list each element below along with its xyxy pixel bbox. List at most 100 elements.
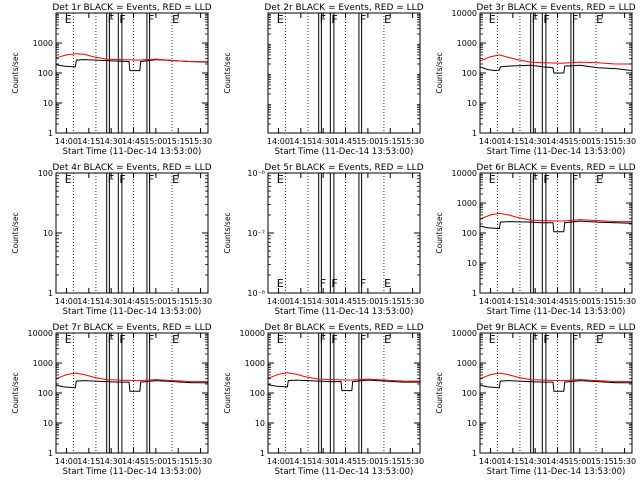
x-tick-label: 15:30 — [401, 137, 424, 146]
y-tick-label: 1 — [48, 449, 53, 458]
y-axis-label: Counts/sec — [435, 52, 444, 93]
y-tick-label: 1000 — [457, 39, 477, 48]
panel-title: Det 7r BLACK = Events, RED = LLD — [52, 323, 211, 333]
y-tick-label: 10 — [255, 419, 265, 428]
flag-marker: E — [277, 173, 284, 186]
x-tick-label: 14:15 — [77, 457, 100, 466]
flag-marker: F — [119, 13, 125, 26]
y-axis-label: Counts/sec — [11, 212, 20, 253]
x-tick-label: 14:45 — [334, 137, 357, 146]
x-tick-label: 15:30 — [613, 457, 636, 466]
x-tick-label: 14:45 — [334, 457, 357, 466]
x-tick-label: 14:30 — [312, 457, 335, 466]
y-tick-label: 100 — [462, 389, 477, 398]
flag-marker: F — [148, 173, 154, 186]
x-tick-label: 14:30 — [524, 457, 547, 466]
y-tick-label: 10000 — [452, 9, 477, 18]
y-tick-label: 1000 — [33, 39, 53, 48]
flag-marker: E — [596, 333, 603, 346]
flag-marker: E — [65, 333, 72, 346]
flag-marker: E — [172, 173, 179, 186]
flag-marker: F — [360, 277, 366, 290]
events-series-line — [479, 380, 632, 392]
x-axis-label: Start Time (11-Dec-14 13:53:00) — [487, 467, 626, 477]
panel-title: Det 9r BLACK = Events, RED = LLD — [476, 323, 635, 333]
flag-marker: E — [277, 13, 284, 26]
flag-marker: F — [320, 333, 326, 346]
flag-marker: F — [148, 13, 154, 26]
y-tick-label: 100 — [250, 389, 265, 398]
x-tick-label: 15:30 — [189, 137, 212, 146]
flag-marker: F — [320, 13, 326, 26]
panel-title: Det 8r BLACK = Events, RED = LLD — [264, 323, 423, 333]
flag-marker: E — [489, 173, 496, 186]
y-tick-label: 1000 — [457, 359, 477, 368]
y-tick-label: 1 — [48, 289, 53, 298]
y-tick-label: 10000 — [452, 169, 477, 178]
flag-marker: F — [572, 173, 578, 186]
flag-marker: F — [119, 333, 125, 346]
panel-title: Det 1r BLACK = Events, RED = LLD — [52, 3, 211, 13]
flag-marker: F — [572, 13, 578, 26]
flag-marker: E — [65, 173, 72, 186]
events-series-line — [479, 64, 633, 74]
x-tick-label: 15:00 — [356, 297, 379, 306]
flag-marker: F — [543, 173, 549, 186]
x-tick-label: 15:00 — [356, 457, 379, 466]
flag-marker: E — [384, 13, 391, 26]
flag-marker: F — [331, 277, 337, 290]
panel-title: Det 5r BLACK = Events, RED = LLD — [264, 163, 423, 173]
x-tick-label: 14:30 — [524, 297, 547, 306]
y-tick-label: 1 — [472, 289, 477, 298]
events-series-line — [55, 380, 208, 392]
y-tick-label: 10000 — [28, 329, 53, 338]
flag-marker: E — [172, 333, 179, 346]
x-tick-label: 15:30 — [613, 137, 636, 146]
x-tick-label: 15:15 — [379, 297, 402, 306]
x-tick-label: 14:00 — [267, 297, 290, 306]
y-tick-label: 1000 — [245, 359, 265, 368]
x-tick-label: 14:45 — [334, 297, 357, 306]
y-tick-label: 10 — [43, 419, 53, 428]
lld-series-line — [479, 54, 632, 65]
lld-series-line — [479, 372, 632, 383]
flag-marker: E — [172, 13, 179, 26]
flag-marker: F — [360, 13, 366, 26]
x-tick-label: 14:30 — [312, 137, 335, 146]
plot-frame — [55, 332, 209, 454]
y-tick-label: 10 — [467, 259, 477, 268]
y-tick-label: 1 — [48, 129, 53, 138]
y-tick-label: 100 — [462, 229, 477, 238]
x-axis-label: Start Time (11-Dec-14 13:53:00) — [487, 307, 626, 317]
lld-series-line — [55, 372, 208, 383]
x-tick-label: 15:30 — [401, 457, 424, 466]
events-series-line — [267, 379, 420, 392]
x-tick-label: 15:15 — [379, 457, 402, 466]
panel-title: Det 2r BLACK = Events, RED = LLD — [264, 3, 423, 13]
y-tick-label: 10000 — [240, 329, 265, 338]
y-tick-label: 10 — [467, 99, 477, 108]
y-axis-label: Counts/sec — [435, 372, 444, 413]
x-tick-label: 14:15 — [77, 297, 100, 306]
x-tick-label: 14:45 — [546, 137, 569, 146]
x-tick-label: 15:15 — [591, 297, 614, 306]
flag-marker: E — [596, 13, 603, 26]
y-axis-label: Counts/sec — [223, 52, 232, 93]
flag-marker: F — [532, 333, 538, 346]
x-axis-label: Start Time (11-Dec-14 13:53:00) — [275, 307, 414, 317]
x-tick-label: 15:00 — [144, 457, 167, 466]
panel-title: Det 3r BLACK = Events, RED = LLD — [476, 3, 635, 13]
x-tick-label: 14:00 — [55, 457, 78, 466]
flag-marker: F — [532, 173, 538, 186]
panel-title: Det 4r BLACK = Events, RED = LLD — [52, 163, 211, 173]
plot-frame — [55, 12, 209, 134]
x-tick-label: 14:30 — [312, 297, 335, 306]
flag-marker: E — [489, 333, 496, 346]
y-tick-label: 10 — [43, 99, 53, 108]
flag-marker: E — [277, 333, 284, 346]
